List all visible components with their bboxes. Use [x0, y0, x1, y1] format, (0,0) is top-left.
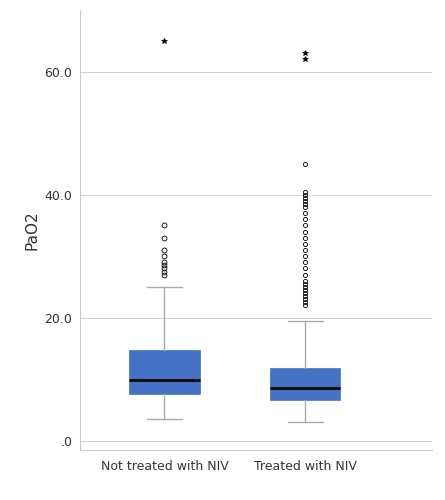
Y-axis label: PaO2: PaO2	[24, 210, 39, 250]
PathPatch shape	[270, 368, 340, 400]
PathPatch shape	[129, 350, 200, 394]
